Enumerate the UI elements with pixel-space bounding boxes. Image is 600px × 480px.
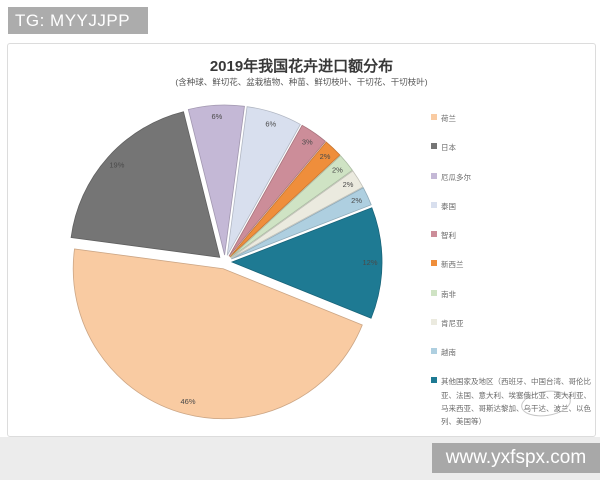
pie-slice-kenya [230,170,364,259]
legend-swatch-vietnam [431,348,437,355]
slice-label-south-africa: 2% [332,165,343,174]
legend-item-vietnam: 越南 [431,346,593,359]
chart-subtitle: (含种球、鲜切花、盆栽植物、种苗、鲜切枝叶、干切花、干切枝叶) [175,77,428,87]
pie-slice-netherlands [72,248,363,420]
pie-slice-chile [228,124,326,257]
legend-label-new-zealand: 新西兰 [441,260,464,270]
chart-legend: 荷兰日本厄瓜多尔泰国智利新西兰南非肯尼亚越南其他国家及地区（西班牙、中国台湾、哥… [431,112,593,428]
legend-item-kenya: 肯尼亚 [431,317,593,330]
legend-item-new-zealand: 新西兰 [431,258,593,271]
legend-swatch-new-zealand [431,260,437,267]
slice-label-others: 12% [362,258,377,267]
slice-label-vietnam: 2% [351,196,362,205]
legend-label-chile: 智利 [441,231,456,241]
slice-label-ecuador: 6% [211,112,222,121]
pie-slice-thailand [226,106,301,256]
legend-swatch-netherlands [431,114,437,120]
legend-label-ecuador: 厄瓜多尔 [441,172,471,182]
pie-slice-japan [70,111,221,258]
slice-label-chile: 3% [302,138,313,147]
legend-label-south-africa: 南非 [441,289,456,299]
legend-swatch-thailand [431,201,437,208]
legend-item-chile: 智利 [431,229,593,242]
slice-label-kenya: 2% [343,180,354,189]
slice-label-new-zealand: 2% [320,152,331,161]
pie-slice-others [230,207,383,319]
pie-slice-ecuador [187,104,245,256]
bottom-right-watermark-text: www.yxfspx.com [445,447,587,468]
legend-label-japan: 日本 [441,143,456,153]
legend-label-thailand: 泰国 [441,201,456,211]
legend-item-ecuador: 厄瓜多尔 [431,171,593,184]
legend-swatch-kenya [431,318,437,325]
legend-item-south-africa: 南非 [431,288,593,301]
legend-label-netherlands: 荷兰 [441,114,456,123]
legend-item-netherlands: 荷兰 [431,112,593,125]
legend-label-vietnam: 越南 [441,348,456,358]
legend-item-thailand: 泰国 [431,200,593,213]
pie-slice-vietnam [231,187,372,260]
legend-label-others: 其他国家及地区（西班牙、中国台湾、哥伦比亚、法国、意大利、埃塞俄比亚、澳大利亚、… [441,377,591,426]
slice-label-thailand: 6% [265,119,276,128]
legend-swatch-others [431,377,437,384]
legend-swatch-chile [431,231,437,238]
bottom-right-watermark: www.yxfspx.com [432,443,600,473]
slice-label-japan: 19% [109,160,124,169]
top-left-watermark: TG: MYYJJPP [8,7,148,34]
chart-title: 2019年我国花卉进口额分布 [209,58,394,75]
legend-swatch-south-africa [431,289,437,296]
slice-label-netherlands: 46% [180,397,195,406]
pie-slice-new-zealand [229,141,341,258]
legend-swatch-ecuador [431,172,437,179]
pie-slice-south-africa [230,155,353,258]
legend-swatch-japan [431,143,437,150]
legend-item-others: 其他国家及地区（西班牙、中国台湾、哥伦比亚、法国、意大利、埃塞俄比亚、澳大利亚、… [431,375,593,428]
legend-label-kenya: 肯尼亚 [441,318,464,328]
top-left-watermark-text: TG: MYYJJPP [15,11,131,30]
legend-item-japan: 日本 [431,141,593,154]
